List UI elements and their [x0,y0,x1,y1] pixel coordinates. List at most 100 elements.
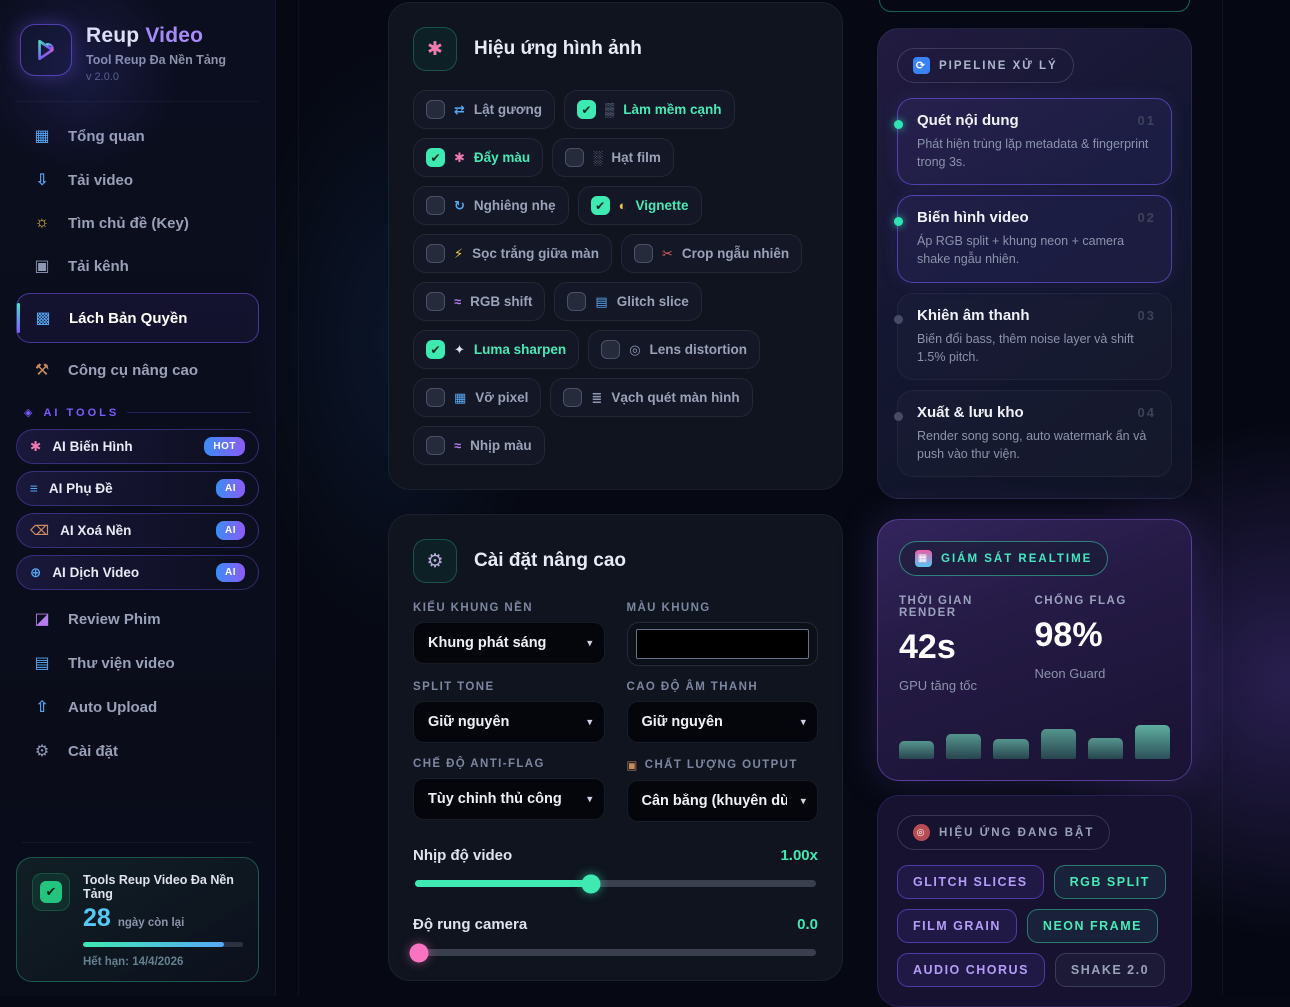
field-label: CHẾ ĐỘ ANTI-FLAG [413,758,545,770]
film-frames-icon: ▤ [34,655,50,672]
sidebar-item-label: Lách Bản Quyền [69,309,188,327]
audio-pitch-select[interactable]: Giữ nguyên [626,701,818,743]
hot-badge: HOT [204,437,245,456]
effect-chip-vignette[interactable]: ✔ ◐ Vignette [577,186,702,225]
step-description: Áp RGB split + khung neon + camera shake… [917,234,1125,267]
sidebar-item-ai-transform[interactable]: ✱ AI Biến Hình HOT [16,429,259,464]
lightbulb-icon: ☼ [34,214,50,231]
checkbox[interactable]: ✔ [633,244,653,263]
step-title: Biến hình video [917,209,1029,227]
step-number: 04 [1137,404,1156,420]
checkbox[interactable]: ✔ [601,340,621,359]
effect-chip-soften-edges[interactable]: ✔ ▒ Làm mềm cạnh [564,90,735,129]
anti-flag-value: 98% [1034,616,1103,654]
effect-chip-color-pulse[interactable]: ✔ ≈ Nhịp màu [413,426,545,465]
frame-style-select[interactable]: Khung phát sáng [413,622,605,664]
license-icon-frame: ✔ [32,873,70,911]
effect-chip-scanlines[interactable]: ✔ ≣ Vạch quét màn hình [550,378,753,417]
sidebar-item-copyright-bypass[interactable]: ▩ Lách Bản Quyền [16,293,259,343]
checkbox[interactable]: ✔ [426,100,445,119]
advanced-settings-card: ⚙ Cài đặt nâng cao KIỂU KHUNG NỀN Khung … [388,514,843,981]
brand: Reup Video Tool Reup Đa Nền Tảng v 2.0.0 [16,20,259,102]
frame-color-input[interactable] [626,622,818,666]
sidebar-item-advanced-tools[interactable]: ⚒ Công cụ nâng cao [16,348,259,392]
sidebar-item-label: Tải kênh [68,257,129,275]
sidebar-item-label: Auto Upload [68,698,158,716]
pipeline-step: Biến hình video 02 Áp RGB split + khung … [894,195,1172,283]
sidebar-item-auto-upload[interactable]: ⇧ Auto Upload [16,685,259,729]
sidebar-item-download-channel[interactable]: ▣ Tải kênh [16,244,259,288]
checkbox[interactable]: ✔ [426,436,445,455]
slider-thumb[interactable] [581,874,601,893]
effect-chip-glitch-slice[interactable]: ✔ ▤ Glitch slice [554,282,702,321]
split-tone-select[interactable]: Giữ nguyên [413,701,605,743]
effect-chip-random-crop[interactable]: ✔ ✂ Crop ngẫu nhiên [620,234,803,273]
checkbox[interactable]: ✔ [426,292,445,311]
ai-badge: AI [216,479,245,498]
scrolled-card-edge [879,0,1190,12]
sidebar-item-ai-remove-background[interactable]: ⌫ AI Xoá Nền AI [16,513,259,548]
check-icon: ✔ [40,881,62,903]
checkbox[interactable]: ✔ [426,388,445,407]
divider [127,412,251,413]
process-icon: ⟳ [913,57,930,74]
divider [22,842,253,843]
effect-chip-mirror-flip[interactable]: ✔ ⇄ Lật gương [413,90,556,129]
activity-bar-chart [899,719,1171,759]
soften-icon: ▒ [605,102,615,117]
checkbox[interactable]: ✔ [426,148,445,167]
sidebar-item-ai-translate-video[interactable]: ⊕ AI Dịch Video AI [16,555,259,590]
checkbox[interactable]: ✔ [426,244,445,263]
video-tempo-slider[interactable] [415,874,816,893]
memo-icon: ≡ [30,481,38,496]
effect-chip-luma-sharpen[interactable]: ✔ ✦ Luma sharpen [413,330,580,369]
sidebar-item-overview[interactable]: ▦ Tổng quan [16,114,259,158]
checkbox[interactable]: ✔ [567,292,587,311]
checkbox[interactable]: ✔ [590,196,610,215]
effect-chip-rgb-shift[interactable]: ✔ ≈ RGB shift [413,282,546,321]
gear-icon: ⚙ [413,539,457,583]
sidebar-item-review-film[interactable]: ◪ Review Phim [16,597,259,641]
checkbox[interactable]: ✔ [577,100,597,119]
color-swatch[interactable] [635,629,809,659]
effect-chip-lens-distortion[interactable]: ✔ ◎ Lens distortion [588,330,761,369]
sidebar-item-find-topic[interactable]: ☼ Tìm chủ đề (Key) [16,202,259,244]
telescope-icon: ◎ [629,341,641,357]
checkbox[interactable]: ✔ [563,388,583,407]
globe-icon: ⊕ [30,564,42,580]
palette-icon: ✱ [413,27,457,71]
ai-badge: AI [216,521,245,540]
effect-chip-white-stripe[interactable]: ✔ ⚡ Sọc trắng giữa màn [413,234,612,273]
bar [1134,725,1171,759]
sidebar-item-download-video[interactable]: ⇩ Tải video [16,158,259,202]
slider-thumb[interactable] [409,943,429,962]
checkbox[interactable]: ✔ [426,196,445,215]
checkbox[interactable]: ✔ [565,148,585,167]
effect-tag: GLITCH SLICES [897,865,1044,899]
cube-icon: ▦ [454,389,467,405]
effect-chip-film-grain[interactable]: ✔ ░ Hạt film [552,138,674,177]
step-description: Biến đổi bass, thêm noise layer và shift… [917,331,1134,364]
magic-wand-icon: ✦ [454,341,465,357]
sidebar-item-ai-subtitles[interactable]: ≡ AI Phụ Đề AI [16,471,259,506]
step-number: 01 [1137,113,1156,128]
effect-chip-slight-tilt[interactable]: ✔ ↻ Nghiêng nhẹ [413,186,569,225]
divider [298,0,299,996]
field-label: MÀU KHUNG [626,602,711,614]
sidebar-item-video-library[interactable]: ▤ Thư viện video [16,641,259,685]
image-effects-card: ✱ Hiệu ứng hình ảnh ✔ ⇄ Lật gương ✔ ▒ Là… [388,2,843,490]
step-status-dot [894,120,903,129]
metric-label: CHỐNG FLAG [1034,595,1127,607]
app-version: v 2.0.0 [86,71,120,83]
bar-chart-icon: ▦ [34,128,50,145]
sidebar-item-settings[interactable]: ⚙ Cài đặt [16,729,259,773]
camera-shake-slider[interactable] [409,943,816,962]
anti-flag-select[interactable]: Tùy chỉnh thủ công [413,778,605,820]
effect-chip-color-boost[interactable]: ✔ ✱ Đẩy màu [413,138,544,177]
step-title: Quét nội dung [917,112,1019,129]
field-label: SPLIT TONE [413,681,495,693]
output-quality-select[interactable]: Cân bằng (khuyên dùng) [626,780,818,822]
effect-chip-pixel-break[interactable]: ✔ ▦ Vỡ pixel [413,378,542,417]
rainbow-icon: ≈ [454,438,462,453]
checkbox[interactable]: ✔ [426,340,445,359]
